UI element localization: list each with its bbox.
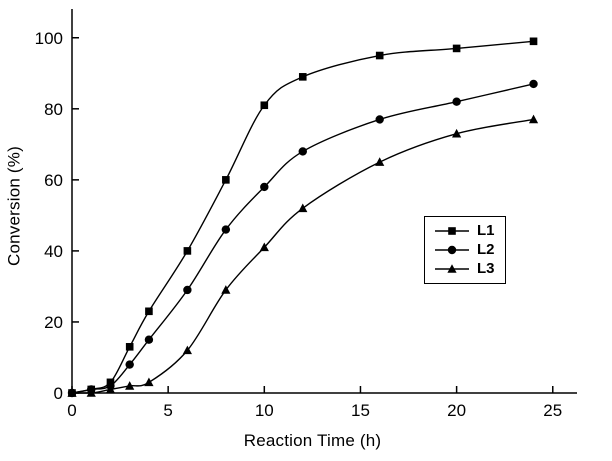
- triangle-marker-icon: [375, 157, 385, 166]
- x-tick-label: 10: [255, 401, 274, 420]
- square-marker-icon: [222, 176, 230, 184]
- y-tick-label: 0: [54, 384, 63, 403]
- circle-marker-icon: [447, 245, 457, 255]
- circle-marker-icon: [144, 335, 154, 344]
- legend-item-l3: L3: [435, 261, 495, 277]
- circle-marker-icon: [260, 182, 269, 192]
- square-marker-icon: [298, 73, 307, 81]
- triangle-marker-icon: [298, 203, 308, 213]
- circle-marker-icon: [125, 360, 134, 369]
- circle-marker-icon: [435, 245, 469, 255]
- triangle-marker-icon: [528, 114, 539, 124]
- x-tick-label: 25: [543, 401, 562, 420]
- circle-marker-icon: [529, 79, 538, 89]
- legend-label: L1: [477, 222, 495, 239]
- triangle-marker-icon: [259, 242, 269, 252]
- x-tick-label: 15: [351, 401, 370, 420]
- circle-marker-icon: [183, 285, 192, 295]
- circle-marker-icon: [221, 225, 231, 234]
- square-marker-icon: [435, 227, 469, 235]
- y-axis-label: Conversion (%): [4, 146, 24, 266]
- square-marker-icon: [183, 247, 192, 255]
- x-tick-label: 0: [67, 401, 76, 420]
- square-marker-icon: [448, 227, 456, 235]
- square-marker-icon: [375, 51, 384, 60]
- triangle-marker-icon: [182, 345, 192, 355]
- y-tick-label: 80: [44, 100, 63, 119]
- square-marker-icon: [260, 101, 269, 110]
- triangle-marker-icon: [452, 128, 462, 138]
- y-tick-label: 40: [44, 242, 63, 261]
- circle-marker-icon: [375, 115, 384, 124]
- legend-label: L3: [477, 260, 495, 277]
- triangle-marker-icon: [144, 377, 154, 387]
- square-marker-icon: [125, 343, 134, 351]
- x-tick-label: 5: [163, 401, 172, 420]
- triangle-marker-icon: [125, 381, 135, 390]
- legend: L1 L2 L3: [424, 216, 506, 284]
- square-marker-icon: [452, 44, 461, 53]
- square-marker-icon: [529, 37, 538, 46]
- legend-label: L2: [477, 241, 495, 258]
- triangle-marker-icon: [447, 264, 457, 273]
- triangle-marker-icon: [221, 285, 231, 294]
- y-tick-label: 20: [44, 313, 63, 332]
- legend-item-l1: L1: [435, 223, 495, 239]
- y-tick-label: 60: [44, 171, 63, 190]
- x-axis-label: Reaction Time (h): [243, 431, 382, 450]
- circle-marker-icon: [298, 147, 307, 156]
- triangle-marker-icon: [435, 264, 469, 273]
- square-marker-icon: [145, 307, 153, 316]
- circle-marker-icon: [452, 97, 461, 106]
- triangle-marker-icon: [86, 388, 96, 397]
- triangle-marker-icon: [67, 388, 77, 397]
- triangle-marker-icon: [105, 384, 116, 394]
- y-tick-label: 100: [35, 29, 63, 48]
- legend-item-l2: L2: [435, 242, 495, 258]
- x-tick-label: 20: [447, 401, 466, 420]
